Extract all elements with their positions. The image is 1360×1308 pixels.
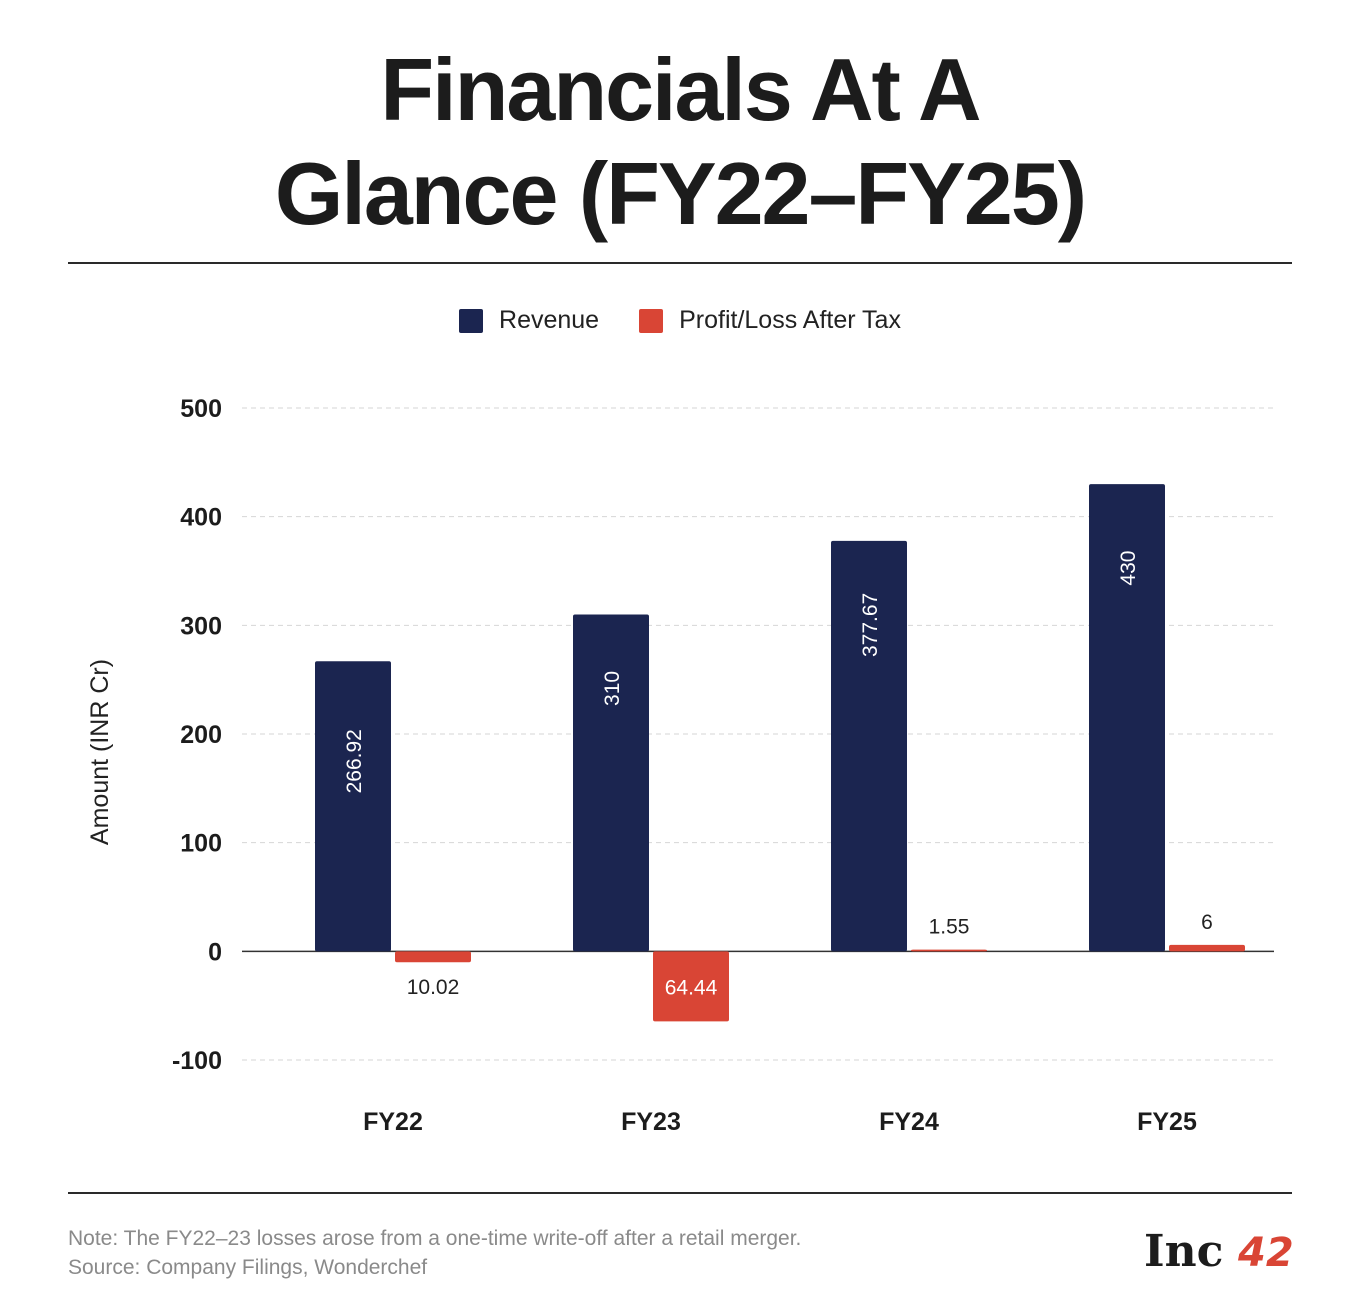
data-label-profit: 1.55 <box>929 916 970 939</box>
legend-label-profit: Profit/Loss After Tax <box>679 306 901 334</box>
y-tick-label: 300 <box>180 612 222 640</box>
data-label-profit: 64.44 <box>665 976 718 999</box>
y-tick-label: 100 <box>180 830 222 858</box>
title-line-2: Glance (FY22–FY25) <box>274 144 1087 243</box>
svg-text:42: 42 <box>1237 1230 1294 1274</box>
y-tick-label: 0 <box>208 938 222 966</box>
inc42-logo: Inc 42 <box>1144 1226 1294 1274</box>
y-tick-label: 500 <box>180 395 222 423</box>
data-label-profit: 6 <box>1201 911 1213 934</box>
data-label-revenue: 266.92 <box>343 729 366 793</box>
bar-revenue <box>573 614 649 952</box>
data-label-revenue: 430 <box>1117 551 1140 586</box>
legend-swatch-profit <box>639 308 664 333</box>
legend-item-revenue: Revenue <box>459 306 599 335</box>
legend-swatch-revenue <box>459 308 484 333</box>
x-tick-label: FY22 <box>363 1108 423 1136</box>
bar-profit <box>395 951 471 963</box>
x-tick-label: FY25 <box>1137 1108 1197 1136</box>
data-label-profit: 10.02 <box>407 976 460 999</box>
y-tick-label: 400 <box>180 504 222 532</box>
legend-label-revenue: Revenue <box>499 306 600 334</box>
svg-text:Inc: Inc <box>1144 1226 1223 1274</box>
y-tick-label: -100 <box>172 1047 222 1075</box>
legend: Revenue Profit/Loss After Tax <box>0 306 1360 335</box>
bar-profit <box>1169 944 1245 952</box>
title-line-1: Financials At A <box>380 40 981 139</box>
bar-profit <box>653 951 729 1022</box>
x-tick-label: FY24 <box>879 1108 939 1136</box>
bar-revenue <box>1089 484 1165 952</box>
data-label-revenue: 310 <box>601 671 624 706</box>
bar-revenue <box>831 540 907 952</box>
chart-title: Financials At A Glance (FY22–FY25) <box>0 38 1360 246</box>
footnote: Note: The FY22–23 losses arose from a on… <box>68 1224 801 1282</box>
data-label-revenue: 377.67 <box>859 593 882 657</box>
bar-chart: 500 400 300 200 100 0 -100 Amount (INR Cr) FY22 2… <box>86 395 1274 1136</box>
source-text: Source: Company Filings, Wonderchef <box>68 1256 428 1279</box>
bar-revenue <box>315 661 391 952</box>
legend-item-profit: Profit/Loss After Tax <box>639 306 901 335</box>
note-text: Note: The FY22–23 losses arose from a on… <box>68 1227 802 1250</box>
x-tick-label: FY23 <box>621 1108 681 1136</box>
top-divider <box>68 262 1292 264</box>
y-tick-label: 200 <box>180 721 222 749</box>
y-axis-title: Amount (INR Cr) <box>86 659 114 845</box>
bar-profit <box>911 949 987 952</box>
bottom-divider <box>68 1192 1292 1194</box>
